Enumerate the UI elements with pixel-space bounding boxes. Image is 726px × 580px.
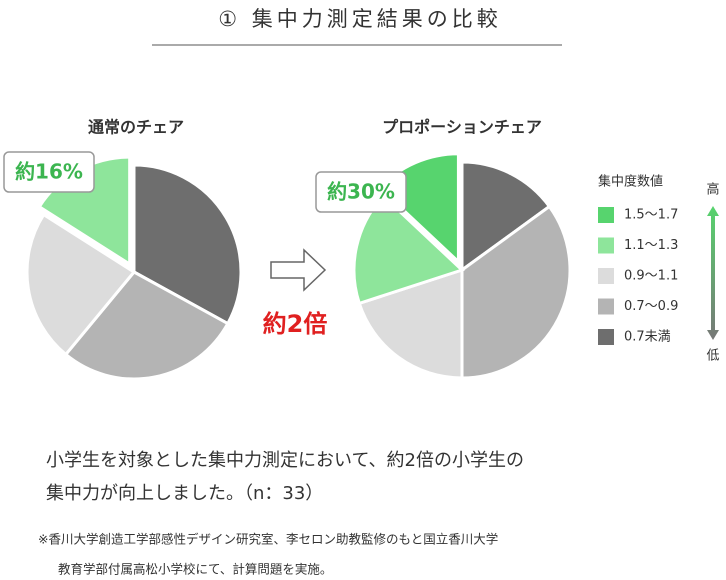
legend-title: 集中度数値 (598, 174, 663, 190)
legend-swatch (598, 329, 614, 345)
legend-label: 1.5〜1.7 (624, 208, 678, 223)
legend-swatch (598, 237, 614, 254)
pie-title: プロポーションチェア (382, 118, 542, 137)
callout-label: 約16% (15, 160, 83, 184)
legend-swatch (598, 207, 614, 223)
footnote: 教育学部付属高松小学校にて、計算問題を実施。 (58, 562, 332, 577)
caption: 小学生を対象とした集中力測定において、約2倍の小学生の (46, 450, 524, 471)
legend-label: 0.7未満 (624, 330, 671, 345)
legend-high: 高 (706, 182, 719, 198)
caption: 集中力が向上しました。（n：33） (46, 483, 323, 504)
legend-label: 0.9〜1.1 (624, 269, 678, 284)
callout-box (315, 171, 407, 213)
scale-arrow (707, 206, 719, 340)
pie-slice (63, 270, 230, 381)
legend-swatch (598, 268, 614, 284)
pie-slice (357, 267, 464, 380)
legend-label: 1.1〜1.3 (624, 238, 678, 253)
pie-slice (460, 204, 572, 380)
arrow (270, 248, 327, 292)
pie-slice (25, 212, 137, 357)
footnote: ※香川大学創造工学部感性デザイン研究室、李セロン助教監修のもと国立香川大学 (38, 532, 498, 547)
page-title: ① 集中力測定結果の比較 (218, 7, 502, 31)
callout-label: 約30% (327, 180, 395, 204)
legend-low: 低 (706, 349, 719, 364)
legend-swatch (598, 298, 614, 315)
pie-slice (460, 160, 552, 273)
pie-slice (132, 163, 243, 326)
legend-label: 0.7〜0.9 (624, 299, 678, 314)
comparison-label: 約2倍 (263, 310, 328, 338)
callout-box (3, 151, 95, 193)
pie-title: 通常のチェア (88, 118, 184, 137)
